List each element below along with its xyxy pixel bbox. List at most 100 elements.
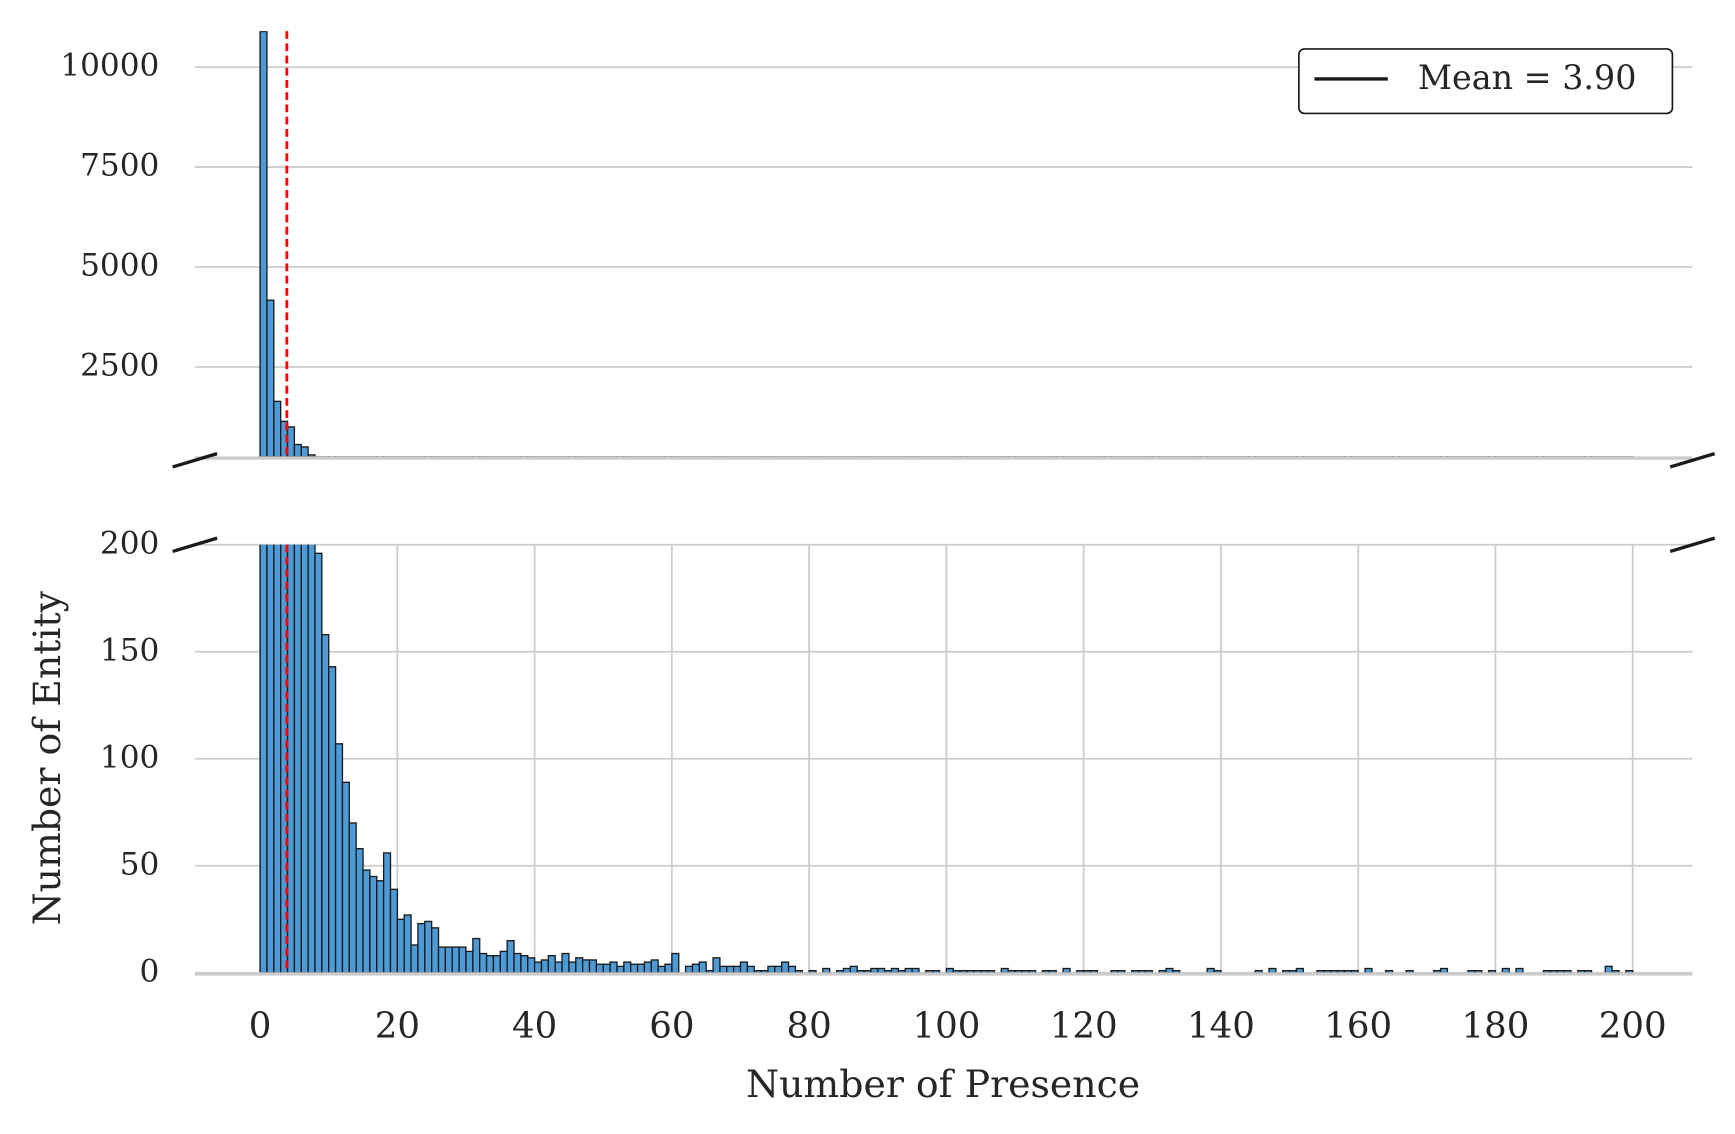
bar [1268,967,1277,973]
bar [259,544,268,973]
bar [1405,969,1414,973]
bar [1439,967,1449,973]
bar [1604,965,1613,973]
bar [307,544,316,973]
bar [739,961,749,973]
bar [547,955,556,973]
bar [444,946,453,973]
bar [266,544,275,973]
bar [691,963,700,973]
y-tick-label: 100 [100,739,159,775]
bar [1048,969,1057,973]
bar [348,822,357,973]
x-tick-label: 140 [1187,1005,1255,1046]
bar [890,967,900,973]
bar [369,875,378,973]
bar [650,959,659,973]
bar [1000,967,1009,973]
bar [877,967,886,973]
bar [808,969,817,973]
bar [430,927,440,973]
bar [520,955,529,973]
lower-grid [194,543,1693,974]
y-tick-label: 150 [100,632,159,668]
x-tick-label: 180 [1462,1005,1530,1046]
bar [575,957,584,973]
bar [849,965,858,973]
y-tick-label: 2500 [80,347,159,383]
bar [410,944,419,973]
bar [286,544,296,973]
bar [1117,969,1126,973]
bar [767,965,776,973]
bar [1501,967,1510,973]
bar [664,963,673,973]
x-tick-label: 20 [375,1005,420,1046]
bar [300,544,309,973]
axis-break-marks [172,452,1716,554]
y-axis-label: Number of Entity [25,590,69,925]
bar [1144,969,1153,973]
y-tick-label: 10000 [60,48,159,84]
bar [403,914,412,973]
bar [1625,969,1634,973]
bar [1384,969,1394,973]
bar [945,967,954,973]
x-axis-label: Number of Presence [746,1062,1140,1106]
bar [684,965,694,973]
bar [458,946,467,973]
bar [417,922,426,973]
break-mark [172,452,218,469]
bar [259,31,268,457]
x-tick-label: 200 [1599,1005,1667,1046]
break-mark [172,536,218,554]
bar [1165,967,1174,973]
bar [602,963,611,973]
bar [712,957,721,973]
bar [932,969,941,973]
bar [396,918,405,973]
bar [1295,967,1304,973]
bar [1350,969,1359,973]
bar [382,852,392,973]
bar [774,965,783,973]
x-tick-label: 80 [787,1005,832,1046]
y-tick-label: 0 [140,953,160,989]
y-tick-label: 7500 [80,148,159,184]
bar [616,965,625,973]
bar [362,869,371,973]
bar [561,952,570,973]
bar [636,963,646,973]
bar [1213,969,1222,973]
x-tick-label: 40 [512,1005,557,1046]
bar [554,961,563,973]
bar [506,940,515,973]
bar [273,544,282,973]
bar [671,952,680,973]
bar [328,666,337,973]
bar [451,946,460,973]
bar [465,950,474,973]
bar [986,969,996,973]
break-mark [1669,452,1716,469]
bar [794,969,803,973]
bar [479,952,488,973]
bar [781,961,790,973]
bar [1611,969,1620,973]
bar [588,959,598,973]
bar [1172,969,1181,973]
bar [904,967,913,973]
x-tick-label: 120 [1050,1005,1118,1046]
bar [657,965,666,973]
y-tick-label: 5000 [80,248,159,284]
bar [293,443,302,457]
bar [726,965,735,973]
bar [273,400,282,457]
bar [293,544,302,973]
bar [719,965,728,973]
bar [437,946,447,973]
x-tick-label: 60 [649,1005,694,1046]
bar [732,965,742,973]
